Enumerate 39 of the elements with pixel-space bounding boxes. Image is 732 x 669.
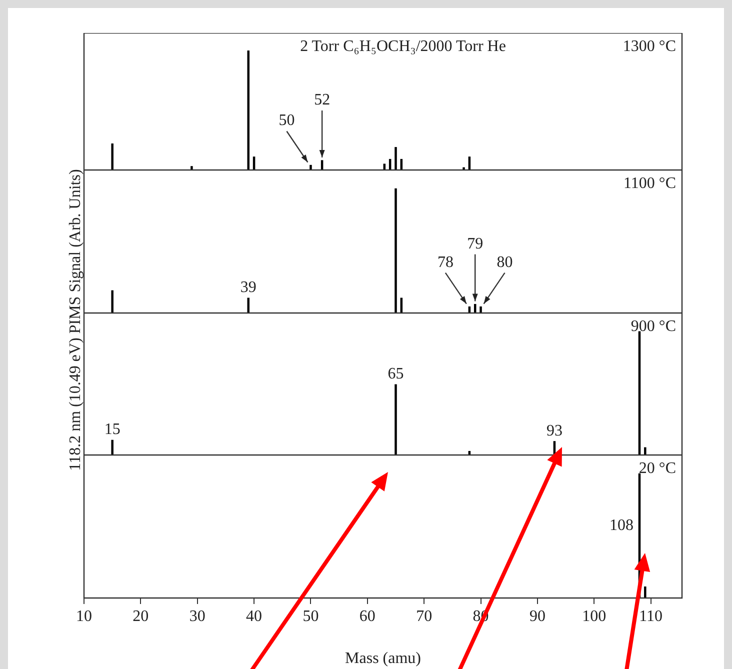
x-tick-label: 100	[582, 608, 606, 625]
annotation: 50	[278, 112, 295, 130]
annotation: 108	[609, 517, 634, 534]
y-axis-title: 118.2 nm (10.49 eV) PIMS Signal (Arb. Units)	[67, 169, 85, 471]
annotation: 39	[240, 279, 256, 296]
bar	[394, 147, 397, 170]
chart-title: 1300 °C	[622, 38, 676, 56]
x-axis-title: Mass (amu)	[345, 650, 421, 668]
bar	[480, 306, 482, 313]
x-tick-label: 50	[302, 608, 319, 625]
chart-subtitle: 2 Torr C₆H₅OCH₃/2000 Torr He	[300, 38, 506, 56]
x-tick-label: 90	[529, 608, 546, 625]
x-tick-label: 60	[359, 608, 376, 625]
x-tick-label: 70	[416, 608, 432, 625]
bar	[111, 143, 114, 170]
bar	[644, 447, 646, 455]
annotation: 80	[496, 254, 513, 271]
chart-title: 1100 °C	[624, 175, 676, 192]
bar	[310, 164, 312, 170]
annotation: 78	[437, 254, 454, 271]
bar	[394, 188, 397, 313]
chart-title: 20 °C	[638, 460, 676, 478]
x-tick-label: 40	[246, 608, 262, 625]
bar	[190, 166, 193, 170]
annotation: 65	[388, 366, 404, 383]
annotation: 15	[104, 421, 120, 438]
bar	[111, 440, 114, 455]
bar	[247, 50, 250, 170]
x-tick-label: 110	[639, 608, 663, 625]
bar	[111, 290, 114, 313]
x-tick-label: 30	[189, 608, 206, 625]
bar	[247, 298, 250, 313]
chart-title: 900 °C	[630, 318, 676, 336]
x-tick-label: 10	[76, 608, 92, 625]
annotation: 79	[467, 235, 484, 252]
annotation: 93	[546, 422, 562, 440]
x-tick-label: 20	[132, 608, 149, 625]
bar	[394, 384, 397, 455]
annotation: 52	[314, 91, 330, 108]
